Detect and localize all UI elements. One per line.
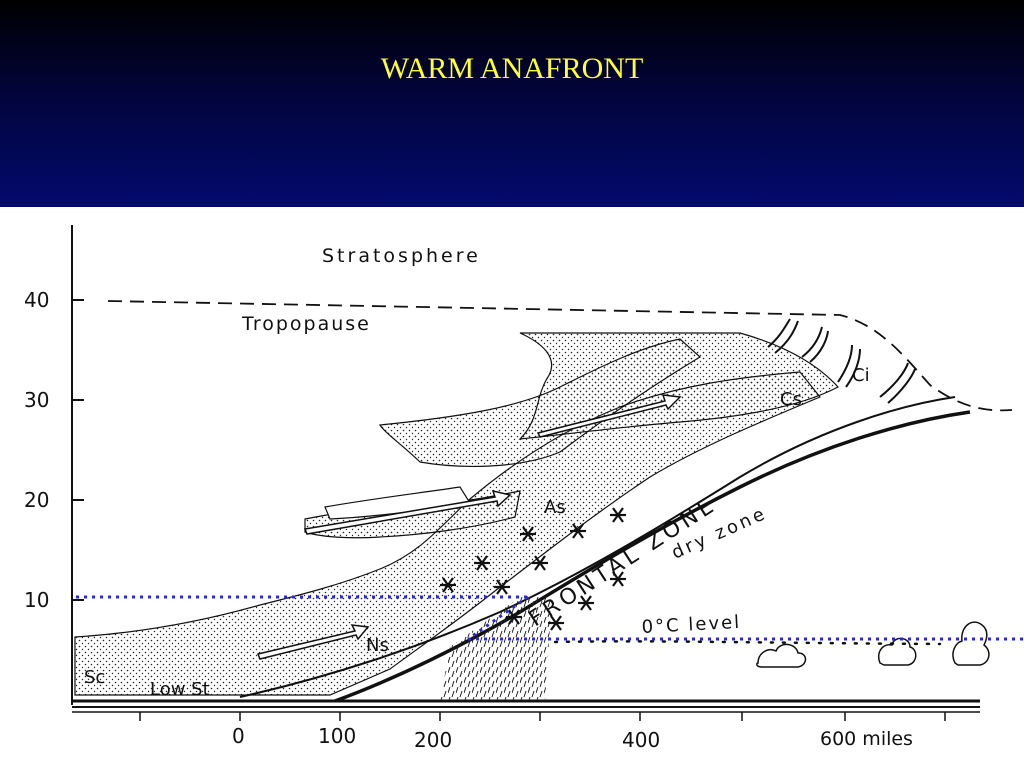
snow-symbols: [440, 507, 626, 631]
cumulus-clouds: [756, 621, 990, 668]
x-tick-label: 100: [318, 724, 356, 748]
low-st-label: Low St: [150, 679, 210, 700]
blue-guide-lines: [76, 595, 1024, 641]
cirrus-strokes: [767, 318, 916, 404]
tropopause-line: [107, 300, 1013, 412]
y-tick-label: 10: [24, 588, 49, 612]
sc-label: Sc: [84, 667, 105, 688]
y-tick-label: 30: [24, 388, 49, 412]
freezing-level-label: 0°C level: [641, 612, 742, 638]
y-ticks: [72, 299, 84, 601]
airflow-arrows: [256, 394, 682, 660]
x-tick-label: 200: [414, 728, 452, 752]
x-tick-label: 0: [232, 724, 245, 748]
freezing-level-line: [553, 640, 942, 646]
ground-line: [72, 699, 980, 713]
x-tick-label: 400: [622, 728, 660, 752]
ns-label: Ns: [366, 635, 389, 656]
cs-label: Cs: [780, 389, 802, 410]
warm-front-surface: [334, 410, 971, 703]
page-title: WARM ANAFRONT: [380, 52, 644, 85]
ci-label: Ci: [852, 365, 870, 386]
precipitation-area: [440, 597, 552, 701]
warm-anafront-diagram: 40 30 20 10 0 100 200 400 600 miles Stra…: [0, 207, 1024, 768]
header-banner: WARM ANAFRONT: [0, 0, 1024, 207]
x-tick-label: 600 miles: [820, 728, 913, 750]
y-tick-label: 20: [24, 488, 49, 512]
upper-frontal-boundary: [239, 396, 956, 698]
as-label: As: [544, 497, 566, 518]
x-ticks: [139, 712, 946, 721]
tropopause-label: Tropopause: [241, 313, 371, 335]
y-tick-label: 40: [24, 288, 49, 312]
stratosphere-label: Stratosphere: [322, 245, 481, 267]
diagram-svg: 40 30 20 10 0 100 200 400 600 miles Stra…: [24, 225, 1024, 752]
cs-cloud-mass: [518, 332, 839, 440]
